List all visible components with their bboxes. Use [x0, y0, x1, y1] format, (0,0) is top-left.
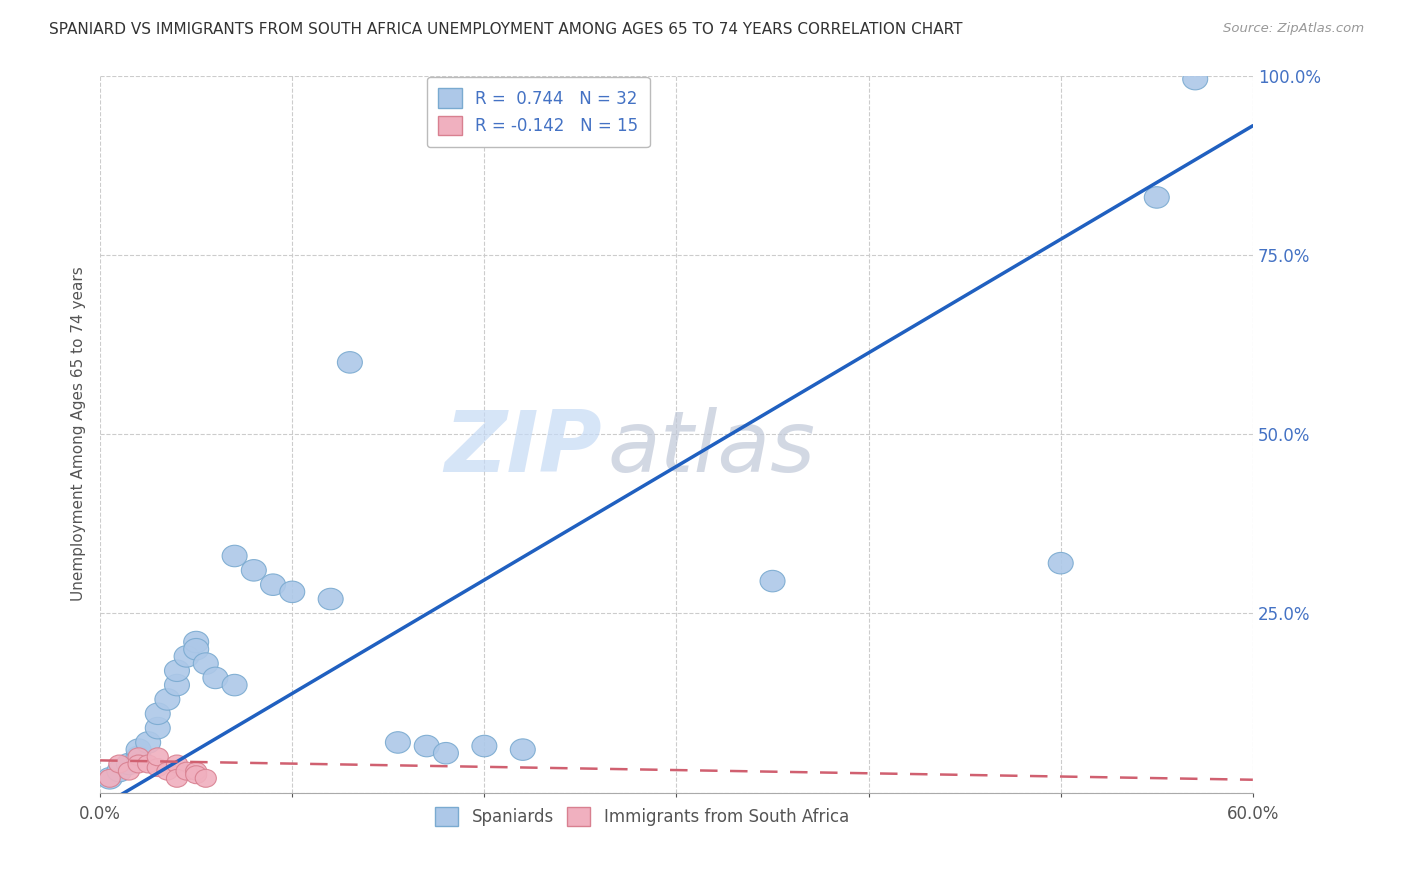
- Text: atlas: atlas: [607, 407, 815, 490]
- Ellipse shape: [385, 731, 411, 753]
- Ellipse shape: [1049, 552, 1073, 574]
- Ellipse shape: [127, 739, 150, 760]
- Ellipse shape: [222, 545, 247, 566]
- Ellipse shape: [127, 746, 150, 767]
- Ellipse shape: [107, 760, 132, 782]
- Ellipse shape: [148, 747, 169, 765]
- Ellipse shape: [186, 762, 207, 780]
- Ellipse shape: [1182, 69, 1208, 90]
- Ellipse shape: [100, 769, 121, 788]
- Ellipse shape: [318, 588, 343, 610]
- Ellipse shape: [148, 758, 169, 777]
- Ellipse shape: [128, 755, 149, 773]
- Ellipse shape: [166, 755, 187, 773]
- Ellipse shape: [415, 735, 439, 756]
- Ellipse shape: [138, 755, 159, 773]
- Ellipse shape: [157, 762, 179, 780]
- Ellipse shape: [135, 731, 160, 753]
- Ellipse shape: [1144, 186, 1170, 208]
- Ellipse shape: [472, 735, 496, 756]
- Ellipse shape: [337, 351, 363, 373]
- Text: ZIP: ZIP: [444, 407, 602, 490]
- Ellipse shape: [761, 570, 785, 592]
- Ellipse shape: [174, 646, 200, 667]
- Text: SPANIARD VS IMMIGRANTS FROM SOUTH AFRICA UNEMPLOYMENT AMONG AGES 65 TO 74 YEARS : SPANIARD VS IMMIGRANTS FROM SOUTH AFRICA…: [49, 22, 963, 37]
- Ellipse shape: [176, 762, 197, 780]
- Ellipse shape: [128, 747, 149, 765]
- Ellipse shape: [97, 767, 122, 789]
- Legend: Spaniards, Immigrants from South Africa: Spaniards, Immigrants from South Africa: [426, 798, 858, 835]
- Ellipse shape: [186, 765, 207, 784]
- Ellipse shape: [260, 574, 285, 596]
- Ellipse shape: [145, 703, 170, 724]
- Ellipse shape: [118, 762, 139, 780]
- Y-axis label: Unemployment Among Ages 65 to 74 years: Unemployment Among Ages 65 to 74 years: [72, 267, 86, 601]
- Ellipse shape: [242, 559, 266, 581]
- Ellipse shape: [155, 689, 180, 710]
- Ellipse shape: [222, 674, 247, 696]
- Ellipse shape: [433, 742, 458, 764]
- Ellipse shape: [510, 739, 536, 760]
- Ellipse shape: [202, 667, 228, 689]
- Ellipse shape: [145, 717, 170, 739]
- Ellipse shape: [195, 769, 217, 788]
- Ellipse shape: [165, 660, 190, 681]
- Text: Source: ZipAtlas.com: Source: ZipAtlas.com: [1223, 22, 1364, 36]
- Ellipse shape: [184, 639, 208, 660]
- Ellipse shape: [108, 755, 129, 773]
- Ellipse shape: [166, 769, 187, 788]
- Ellipse shape: [165, 674, 190, 696]
- Ellipse shape: [184, 632, 208, 653]
- Ellipse shape: [193, 653, 218, 674]
- Ellipse shape: [117, 753, 142, 775]
- Ellipse shape: [280, 581, 305, 603]
